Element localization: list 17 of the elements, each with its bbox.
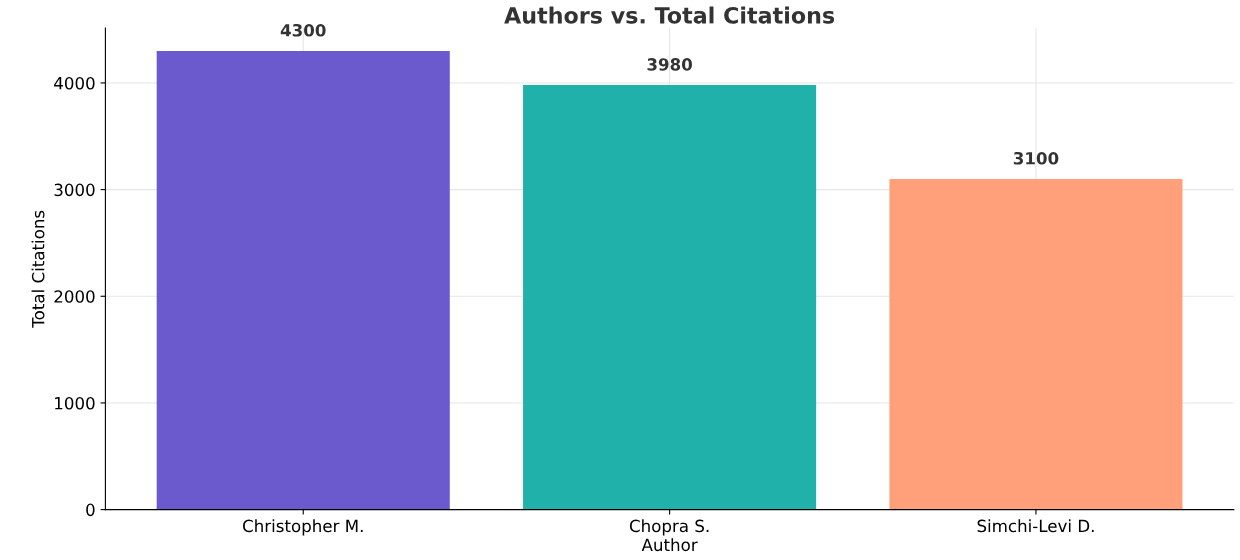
y-axis-title: Total Citations <box>31 210 45 328</box>
y-tick-label: 4000 <box>54 76 95 90</box>
bar <box>156 50 450 510</box>
x-tick-label: Christopher M. <box>243 519 363 536</box>
x-axis-title: Author <box>641 538 698 552</box>
data-label: 3980 <box>647 58 692 71</box>
data-label: 4300 <box>280 23 326 37</box>
chart-title: Authors vs. Total Citations <box>504 6 835 24</box>
y-tick-label: 2000 <box>54 290 95 303</box>
x-tick-label: Simchi-Levi D. <box>977 519 1094 533</box>
bar <box>523 85 817 510</box>
data-label: 3100 <box>1013 151 1059 165</box>
y-tick-label: 3000 <box>54 183 95 197</box>
y-tick-label: 0 <box>86 503 95 517</box>
x-tick-label: Chopra S. <box>629 519 709 536</box>
y-tick-label: 1000 <box>55 396 95 410</box>
bar <box>889 178 1183 510</box>
